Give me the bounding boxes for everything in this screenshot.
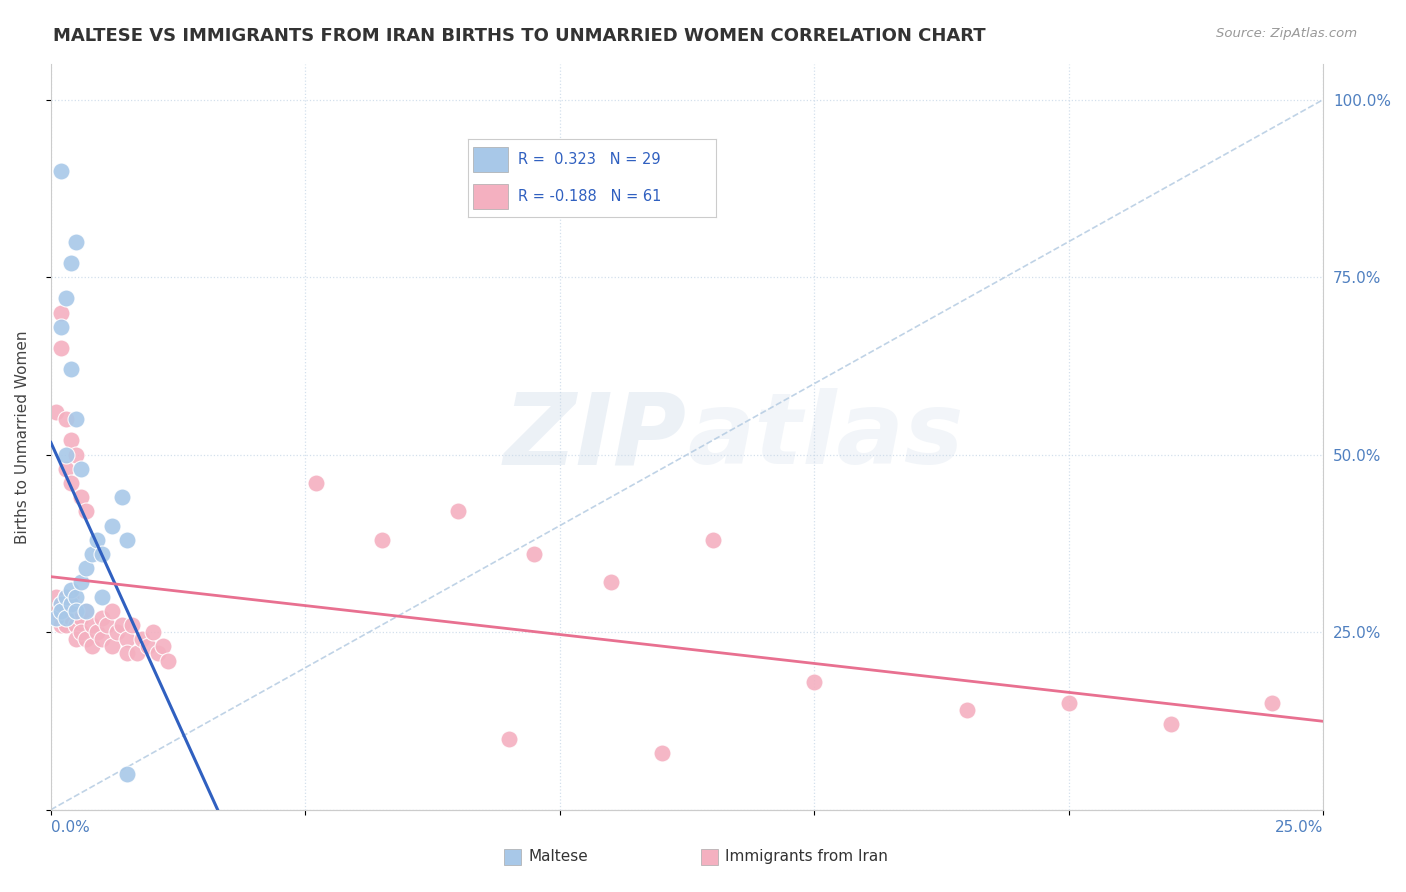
Point (136, 640, 159, 654)
Point (65, 632, 87, 647)
Text: 25.0%: 25.0% (1275, 820, 1323, 835)
Point (70, 625, 93, 640)
Point (60, 582, 83, 597)
Point (523, 547, 546, 561)
Point (152, 640, 174, 654)
Point (146, 647, 169, 661)
Point (65, 604, 87, 618)
Point (49, 319, 72, 334)
Y-axis label: Births to Unmarried Women: Births to Unmarried Women (15, 330, 30, 543)
Point (60, 597, 83, 611)
Point (1160, 717, 1182, 731)
Point (49, 604, 72, 618)
Point (803, 674, 825, 689)
Point (142, 625, 165, 640)
Point (111, 618, 134, 632)
Point (60, 434, 83, 448)
Point (55, 590, 77, 604)
Point (498, 731, 520, 746)
Point (60, 611, 83, 625)
Point (70, 490, 93, 504)
Point (702, 533, 724, 547)
Point (65, 590, 87, 604)
Point (49, 597, 72, 611)
Point (49, 597, 72, 611)
Point (55, 412, 77, 426)
Point (55, 462, 77, 476)
Point (65, 235, 87, 249)
Point (651, 746, 673, 760)
Point (55, 292, 77, 306)
Point (90, 590, 112, 604)
Point (75, 632, 97, 647)
Text: MALTESE VS IMMIGRANTS FROM IRAN BIRTHS TO UNMARRIED WOMEN CORRELATION CHART: MALTESE VS IMMIGRANTS FROM IRAN BIRTHS T… (53, 27, 986, 45)
Point (60, 476, 83, 491)
Point (101, 518, 124, 533)
Point (1261, 696, 1284, 710)
Point (60, 256, 83, 270)
Point (45, 405, 67, 419)
Point (115, 647, 138, 661)
Point (49, 341, 72, 355)
Point (75, 604, 97, 618)
Text: Maltese: Maltese (529, 848, 588, 863)
Point (304, 476, 326, 491)
Point (115, 632, 138, 647)
Point (86, 533, 108, 547)
Point (90, 611, 112, 625)
Point (60, 604, 83, 618)
Point (55, 618, 77, 632)
Point (49, 611, 72, 625)
Point (45, 590, 67, 604)
Point (70, 575, 93, 590)
Point (1057, 696, 1080, 710)
Point (60, 362, 83, 376)
Text: Source: ZipAtlas.com: Source: ZipAtlas.com (1216, 27, 1357, 40)
Point (55, 448, 77, 462)
Point (127, 647, 149, 661)
Point (49, 618, 72, 632)
Point (75, 504, 97, 518)
Point (65, 618, 87, 632)
Point (105, 625, 128, 640)
Point (70, 462, 93, 476)
Point (121, 618, 143, 632)
Point (65, 604, 87, 618)
Point (60, 590, 83, 604)
Point (80, 640, 103, 654)
Point (956, 703, 979, 717)
Point (49, 163, 72, 178)
Point (55, 604, 77, 618)
Point (75, 604, 97, 618)
Point (115, 767, 138, 781)
Text: Immigrants from Iran: Immigrants from Iran (725, 848, 889, 863)
Text: atlas: atlas (688, 388, 963, 485)
Point (75, 561, 97, 575)
Point (70, 611, 93, 625)
Point (45, 604, 67, 618)
Point (599, 575, 621, 590)
Point (45, 611, 67, 625)
Point (49, 305, 72, 319)
Point (111, 490, 134, 504)
Point (65, 412, 87, 426)
Point (101, 604, 124, 618)
Point (115, 533, 138, 547)
Point (370, 533, 392, 547)
Point (101, 640, 124, 654)
Point (55, 611, 77, 625)
Point (55, 590, 77, 604)
Point (96, 618, 118, 632)
Point (86, 625, 108, 640)
Point (90, 632, 112, 647)
Point (156, 654, 179, 668)
Point (65, 448, 87, 462)
Point (80, 618, 103, 632)
Point (80, 547, 103, 561)
Point (131, 632, 153, 647)
Text: ZIP: ZIP (505, 388, 688, 485)
Text: 0.0%: 0.0% (51, 820, 90, 835)
Point (90, 547, 112, 561)
Point (447, 504, 470, 518)
